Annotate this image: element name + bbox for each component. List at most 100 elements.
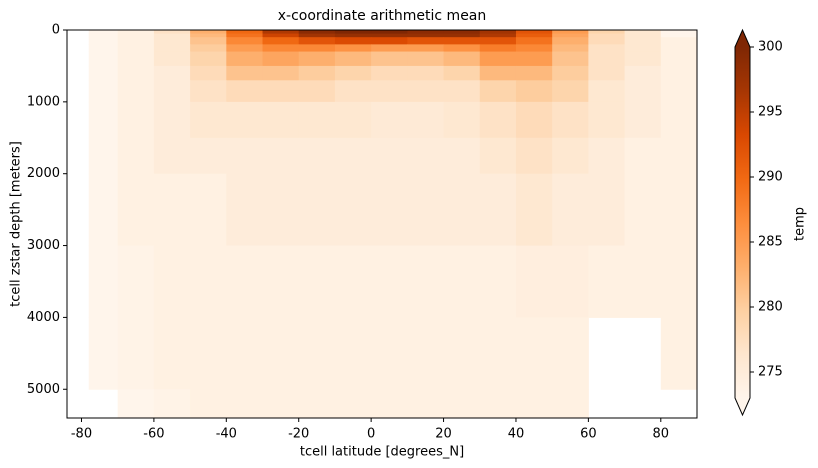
colorbar-extend-max — [735, 30, 750, 47]
heat-cell — [624, 30, 662, 35]
heat-cell — [552, 65, 589, 81]
heat-cell — [226, 37, 264, 45]
heat-cell — [334, 80, 372, 103]
heat-cell — [226, 317, 264, 390]
heat-cell — [117, 30, 155, 35]
heat-cell — [515, 137, 553, 175]
heat-cell — [552, 30, 589, 35]
heat-cell — [371, 137, 408, 175]
heat-cell — [660, 101, 698, 139]
heat-cell — [552, 51, 589, 67]
heat-cell — [588, 51, 626, 67]
heat-cell — [443, 80, 481, 103]
heat-cell — [371, 51, 408, 67]
y-tick-label: 2000 — [27, 166, 60, 181]
heat-cell — [117, 33, 155, 38]
heat-cell — [660, 173, 698, 247]
heat-cell — [226, 33, 264, 38]
heat-cell — [515, 44, 553, 53]
x-tick-label: 40 — [508, 427, 525, 442]
heat-cell — [479, 30, 517, 35]
heat-cell — [153, 44, 191, 53]
heat-cell — [552, 245, 589, 318]
heat-cell — [153, 37, 191, 45]
heat-cell — [153, 173, 191, 247]
heat-cell — [190, 51, 227, 67]
heat-cell — [407, 101, 445, 139]
heat-cell — [334, 245, 372, 318]
heat-cell — [226, 44, 264, 53]
heat-cell — [443, 173, 481, 247]
heat-cell — [443, 37, 481, 45]
heat-cell — [552, 80, 589, 103]
heat-cell — [371, 173, 408, 247]
heat-cell — [515, 317, 553, 390]
heat-cell — [407, 51, 445, 67]
heat-cell — [588, 33, 626, 38]
heat-cell — [588, 101, 626, 139]
heat-cell — [226, 30, 264, 35]
heat-cell — [298, 173, 336, 247]
plot-frame — [66, 29, 698, 419]
heat-cell — [88, 33, 119, 38]
heat-cell — [479, 33, 517, 38]
heat-cell — [334, 51, 372, 67]
heat-cell — [624, 44, 662, 53]
x-tick-label: -40 — [216, 427, 237, 442]
heat-cell — [117, 101, 155, 139]
heat-cell — [407, 37, 445, 45]
heat-cell — [660, 44, 698, 53]
heat-cell — [153, 137, 191, 175]
heat-cell — [334, 137, 372, 175]
heat-cell — [88, 30, 119, 35]
heat-cell — [407, 173, 445, 247]
heat-cell — [334, 30, 372, 35]
heat-cell — [588, 80, 626, 103]
heat-cell — [624, 65, 662, 81]
heat-cell — [334, 33, 372, 38]
colorbar-outline — [734, 28, 751, 417]
heat-cell — [479, 101, 517, 139]
heat-cell — [660, 33, 698, 38]
heat-cell — [588, 245, 626, 318]
heat-cell — [226, 101, 264, 139]
heat-cell — [443, 65, 481, 81]
heat-cell — [552, 44, 589, 53]
heat-cell — [660, 245, 698, 318]
x-axis-label: tcell latitude [degrees_N] — [300, 445, 464, 460]
heat-cell — [624, 33, 662, 38]
heat-cell — [298, 137, 336, 175]
heat-cell — [117, 317, 155, 390]
heat-cell — [298, 65, 336, 81]
heat-cell — [552, 101, 589, 139]
heat-cell — [479, 137, 517, 175]
heat-cell — [371, 33, 408, 38]
x-tick-label: 60 — [580, 427, 597, 442]
heat-cell — [660, 137, 698, 175]
heat-cell — [226, 389, 264, 419]
heat-cell — [153, 101, 191, 139]
y-tick-label: 4000 — [27, 310, 60, 325]
heat-cell — [660, 80, 698, 103]
heat-cell — [334, 317, 372, 390]
heat-cell — [262, 37, 300, 45]
heat-cell — [371, 245, 408, 318]
heat-cell — [262, 317, 300, 390]
heat-cell — [88, 44, 119, 53]
y-tick-label: 3000 — [27, 238, 60, 253]
heat-cell — [190, 30, 227, 35]
heat-cell — [190, 65, 227, 81]
heat-cell — [443, 30, 481, 35]
heat-cell — [552, 389, 589, 419]
heat-cell — [190, 33, 227, 38]
x-tick-label: 80 — [653, 427, 670, 442]
x-tick-label: 20 — [435, 427, 452, 442]
heat-cell — [226, 80, 264, 103]
heat-cell — [443, 137, 481, 175]
heat-cell — [443, 44, 481, 53]
heat-cell — [624, 137, 662, 175]
heat-cell — [334, 389, 372, 419]
x-tick-label: 0 — [367, 427, 375, 442]
heat-cell — [479, 65, 517, 81]
